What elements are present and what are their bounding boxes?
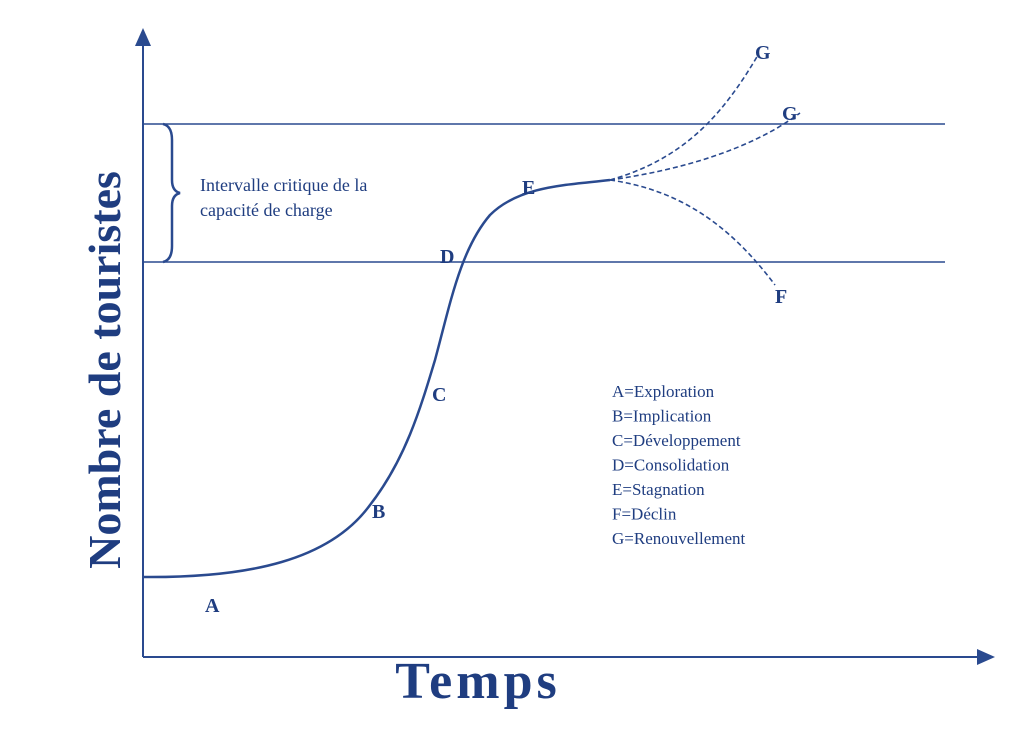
renewal-branch: [609, 112, 801, 181]
legend-item: G=Renouvellement: [612, 529, 746, 548]
stage-label: B: [372, 501, 387, 523]
stage-label: G: [782, 103, 800, 125]
renewal-branch: [609, 54, 759, 181]
legend-item: A=Exploration: [612, 382, 715, 401]
life-cycle-curve: [142, 178, 611, 579]
bracket-label: capacité de charge: [200, 200, 333, 220]
legend-item: F=Déclin: [612, 505, 677, 524]
stage-label: D: [440, 246, 456, 268]
bracket-label: Intervalle critique de la: [200, 175, 367, 195]
decline-branch: [609, 179, 776, 286]
bracket: [162, 122, 181, 264]
legend: A=Exploration B=Implication C=Développemen…: [612, 382, 746, 548]
stage-label: G: [755, 42, 773, 64]
legend-item: C=Développement: [612, 431, 741, 450]
legend-item: B=Implication: [612, 407, 712, 426]
x-axis-label: Temps: [395, 653, 560, 710]
stage-label: F: [775, 286, 789, 308]
stage-label: A: [205, 595, 221, 617]
legend-item: D=Consolidation: [612, 456, 730, 475]
x-axis-arrow: [977, 649, 995, 665]
y-axis-label: Nombre de touristes: [79, 171, 130, 569]
stage-label: E: [522, 177, 537, 199]
y-axis-arrow: [135, 28, 151, 46]
legend-item: E=Stagnation: [612, 480, 705, 499]
stage-label: C: [432, 384, 448, 406]
